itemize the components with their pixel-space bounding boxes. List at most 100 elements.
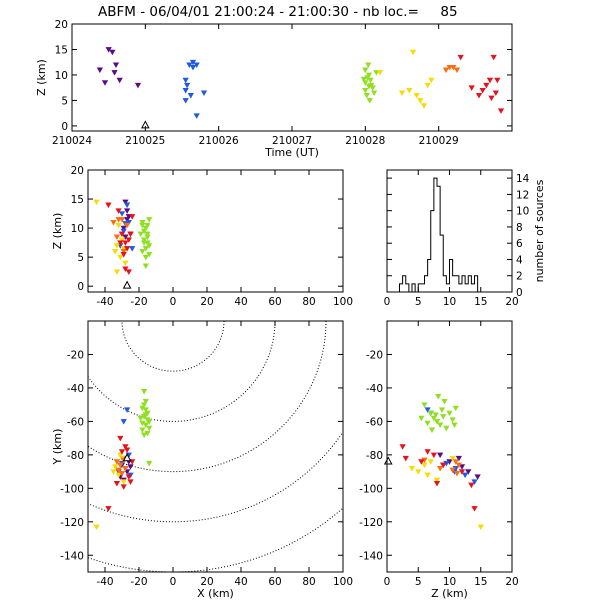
data-point [440, 414, 447, 420]
data-point [111, 70, 118, 76]
x-tick-label: 5 [415, 296, 422, 308]
x-tick-label: 60 [268, 296, 281, 308]
y-tick-label: -40 [366, 383, 383, 395]
data-point [424, 449, 431, 455]
data-point [418, 459, 425, 465]
data-point [366, 98, 373, 104]
data-point [117, 254, 124, 261]
data-point [184, 82, 191, 89]
histogram-bar [453, 276, 456, 292]
data-point [139, 219, 146, 226]
data-point [465, 469, 472, 475]
data-point [127, 231, 134, 238]
data-point [105, 202, 112, 209]
data-point [421, 402, 428, 408]
data-point [146, 425, 153, 432]
y-tick-label: 14 [516, 173, 530, 185]
data-point [409, 49, 417, 56]
plot-area [399, 394, 484, 531]
data-point [101, 80, 109, 86]
data-point [446, 65, 453, 71]
panel-frame [87, 169, 344, 293]
x-axis-label: Time (UT) [264, 146, 319, 159]
data-point [139, 222, 146, 229]
data-point [140, 432, 148, 438]
data-point [96, 67, 103, 74]
data-point [140, 388, 148, 395]
data-point [117, 462, 124, 469]
x-tick-label: -20 [130, 296, 147, 308]
data-point [449, 417, 456, 423]
data-point [113, 269, 121, 275]
data-point [418, 415, 425, 422]
data-point [437, 465, 444, 472]
y-tick-label: -60 [366, 416, 383, 428]
data-point [112, 62, 120, 68]
data-point [122, 199, 129, 206]
time-height-panel: 210024 210025 210026 210027 210028 210029 0 5 10… [35, 19, 513, 159]
data-point [113, 234, 121, 241]
data-point [118, 211, 126, 217]
data-point [486, 77, 494, 84]
data-point [455, 455, 462, 462]
x-tick-label: 15 [474, 296, 487, 308]
x-tick-label: 210025 [125, 135, 165, 147]
data-point [112, 464, 119, 470]
x-tick-label: 100 [333, 296, 353, 308]
x-tick-label: 210029 [419, 135, 459, 147]
data-point [453, 470, 461, 477]
data-point [424, 407, 431, 413]
x-tick-label: 60 [268, 576, 281, 588]
data-point [144, 240, 151, 246]
data-point [443, 425, 450, 432]
data-point [437, 422, 444, 428]
x-tick-label: 210027 [272, 135, 312, 147]
x-tick-label: -40 [96, 296, 113, 308]
histogram-bar [471, 284, 474, 292]
data-point [474, 474, 481, 480]
data-point [122, 444, 129, 450]
data-point [437, 452, 444, 459]
data-point [424, 82, 431, 89]
histogram-bar [465, 284, 468, 292]
height-y-panel: 0 5 10 15 20 -20 -40 -60 -80 -100 -120 -140 Z (km) [359, 320, 519, 600]
y-axis-label: Y (km) [51, 429, 64, 466]
data-point [142, 254, 149, 261]
data-point [146, 217, 153, 223]
data-point [428, 77, 435, 84]
data-point [110, 219, 117, 226]
data-point [144, 222, 151, 229]
data-point [475, 93, 483, 99]
x-tick-label: -40 [96, 576, 113, 588]
data-point [113, 481, 121, 487]
station-marker [122, 280, 132, 289]
data-point [146, 460, 153, 467]
data-point [139, 420, 146, 427]
x-tick-label: 40 [234, 296, 247, 308]
data-point [120, 228, 127, 235]
data-point [122, 465, 129, 472]
data-point [115, 467, 122, 474]
y-axis-label: Z (km) [51, 213, 64, 250]
data-point [471, 506, 478, 512]
y-axis-label: number of sources [533, 179, 546, 282]
data-point [365, 83, 373, 90]
data-point [427, 459, 434, 465]
y-tick-label: 6 [516, 238, 523, 250]
data-point [200, 90, 208, 96]
x-tick-label: 80 [302, 296, 315, 308]
y-tick-label: 15 [71, 194, 84, 206]
data-point [120, 251, 127, 258]
data-point [118, 217, 126, 223]
data-point [497, 108, 505, 114]
data-point [492, 90, 499, 96]
data-point [362, 67, 369, 74]
data-point [458, 464, 466, 470]
data-point [402, 455, 409, 462]
data-point [433, 477, 441, 484]
data-point [369, 85, 376, 91]
data-point [449, 455, 456, 462]
plot-area [387, 177, 512, 292]
